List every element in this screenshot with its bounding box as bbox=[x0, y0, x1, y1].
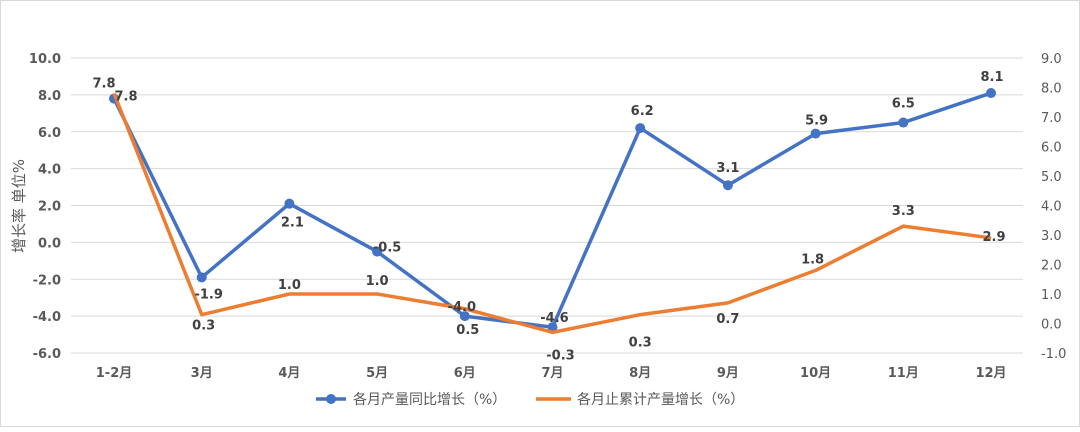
data-label: -0.3 bbox=[546, 348, 574, 363]
x-tick-label: 8月 bbox=[629, 366, 651, 381]
data-label: 1.8 bbox=[801, 252, 824, 267]
legend-marker bbox=[326, 394, 336, 404]
y-tick-label: -2.0 bbox=[33, 273, 61, 288]
data-point bbox=[810, 128, 821, 139]
data-point bbox=[722, 180, 733, 191]
x-tick-label: 1-2月 bbox=[96, 366, 133, 381]
data-point bbox=[635, 123, 646, 134]
data-label: 3.1 bbox=[716, 161, 739, 176]
data-point bbox=[372, 246, 383, 257]
y-tick-label: 4.0 bbox=[38, 163, 61, 178]
y2-tick-label: 6.0 bbox=[1041, 141, 1062, 156]
y-tick-label: 6.0 bbox=[38, 126, 61, 141]
y2-tick-label: 0.0 bbox=[1041, 318, 1062, 333]
y-tick-label: 2.0 bbox=[38, 200, 61, 215]
data-point bbox=[196, 272, 207, 283]
data-label: 2.1 bbox=[281, 216, 304, 231]
y2-tick-label: -1.0 bbox=[1041, 347, 1066, 362]
data-label: -4.0 bbox=[448, 300, 476, 315]
data-label: 7.8 bbox=[114, 89, 137, 104]
data-label: 5.9 bbox=[805, 114, 828, 129]
y-tick-label: 8.0 bbox=[38, 89, 61, 104]
y2-tick-label: 8.0 bbox=[1041, 82, 1062, 97]
data-label: 1.0 bbox=[278, 278, 301, 293]
data-label: -0.5 bbox=[373, 241, 401, 256]
data-label: 6.2 bbox=[631, 104, 654, 119]
data-label: 2.9 bbox=[982, 230, 1005, 245]
data-label: -1.9 bbox=[194, 287, 222, 302]
data-label: 7.8 bbox=[92, 77, 115, 92]
y2-tick-label: 5.0 bbox=[1041, 170, 1062, 185]
data-label: 8.1 bbox=[980, 70, 1003, 85]
x-tick-label: 3月 bbox=[191, 366, 213, 381]
y2-tick-label: 2.0 bbox=[1041, 259, 1062, 274]
data-point bbox=[986, 88, 996, 99]
series-line-1 bbox=[112, 91, 992, 329]
y2-tick-label: 7.0 bbox=[1041, 111, 1062, 126]
y-tick-label: 10.0 bbox=[29, 52, 61, 67]
x-tick-label: 5月 bbox=[366, 366, 388, 381]
data-point bbox=[547, 322, 558, 333]
y2-tick-label: 4.0 bbox=[1041, 200, 1062, 215]
x-tick-label: 10月 bbox=[800, 366, 831, 381]
y-tick-label: -4.0 bbox=[33, 310, 61, 325]
x-tick-label: 11月 bbox=[888, 366, 919, 381]
y2-tick-label: 3.0 bbox=[1041, 229, 1062, 244]
data-point bbox=[459, 311, 470, 322]
series-line-2 bbox=[112, 92, 992, 335]
data-label: 6.5 bbox=[892, 97, 915, 112]
data-label: 0.5 bbox=[456, 323, 479, 338]
legend-label: 各月产量同比增长（%） bbox=[353, 392, 506, 408]
x-tick-label: 6月 bbox=[454, 366, 476, 381]
data-label: 0.3 bbox=[629, 336, 652, 351]
data-label: 0.7 bbox=[716, 312, 739, 327]
data-label: 0.3 bbox=[192, 319, 215, 334]
x-tick-label: 7月 bbox=[541, 366, 563, 381]
y2-tick-label: 9.0 bbox=[1041, 52, 1062, 67]
y2-tick-label: 1.0 bbox=[1041, 288, 1062, 303]
x-tick-label: 4月 bbox=[278, 366, 300, 381]
x-tick-label: 12月 bbox=[975, 366, 1006, 381]
data-point bbox=[284, 198, 295, 209]
data-label: 1.0 bbox=[366, 274, 389, 289]
data-label: -4.6 bbox=[540, 311, 568, 326]
y-axis-title: 增长率 单位% bbox=[10, 159, 28, 253]
y-tick-label: 0.0 bbox=[38, 236, 61, 251]
y-tick-label: -6.0 bbox=[33, 347, 61, 362]
legend-label: 各月止累计产量增长（%） bbox=[577, 392, 744, 408]
data-point bbox=[898, 117, 909, 128]
x-tick-label: 9月 bbox=[717, 366, 739, 381]
data-label: 3.3 bbox=[892, 204, 915, 219]
